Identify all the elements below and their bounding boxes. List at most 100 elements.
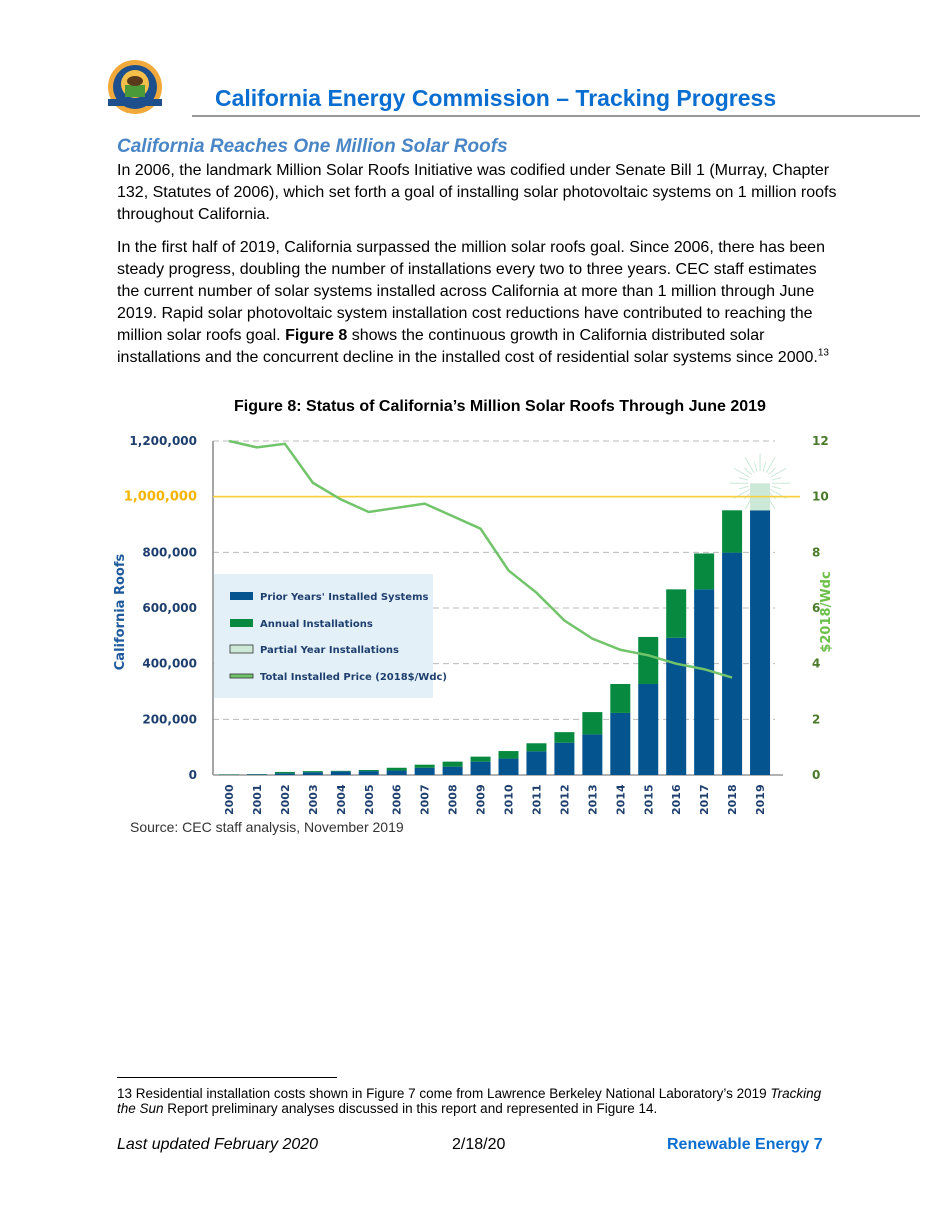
bar-prior-2019 [750, 510, 771, 775]
y-tick-label: 1,000,000 [124, 490, 197, 505]
solar-roofs-chart: 0 200,000 400,000 600,000 800,000 1,000,000 1,… [113, 434, 834, 815]
page-label: Renewable Energy 7 [667, 1136, 823, 1153]
sunburst-ray [744, 457, 755, 474]
bar-annual-2011 [526, 743, 547, 752]
x-tick-label: 2001 [251, 784, 264, 815]
y-tick-label: 200,000 [142, 712, 197, 726]
bar-prior-2014 [610, 712, 631, 775]
x-tick-label: 2013 [586, 784, 599, 815]
bar-annual-2010 [498, 751, 519, 759]
figure-caption: Figure 8: Status of California’s Million… [234, 398, 766, 415]
x-tick-label: 2012 [558, 784, 571, 815]
sunburst-ray [765, 457, 776, 474]
x-tick-label: 2008 [447, 784, 460, 815]
bar-prior-2006 [386, 770, 407, 775]
bar-prior-2008 [442, 766, 463, 775]
x-tick-label: 2018 [726, 784, 739, 815]
bar-prior-2015 [638, 683, 659, 775]
legend-label: Total Installed Price (2018$/Wdc) [260, 672, 447, 683]
y2-tick-label: 4 [812, 657, 820, 671]
y2-tick-label: 0 [812, 768, 820, 782]
y2-tick-label: 6 [812, 601, 820, 615]
y2-tick-label: 10 [812, 490, 829, 504]
figure-reference: Figure 8 [285, 327, 348, 344]
x-tick-label: 2017 [698, 784, 711, 815]
footnote-italic: Tracking the Sun [117, 1086, 822, 1116]
paragraph-1: In 2006, the landmark Million Solar Roof… [117, 162, 837, 223]
bar-annual-2014 [610, 683, 631, 713]
x-tick-label: 2016 [670, 784, 683, 815]
bar-prior-2001 [246, 774, 267, 775]
sunburst-ray [770, 467, 787, 478]
legend-swatch-2 [229, 644, 254, 654]
header-rule [192, 115, 920, 117]
x-tick-label: 2000 [223, 784, 236, 815]
sunburst-ray [738, 485, 749, 490]
x-tick-label: 2010 [503, 784, 516, 815]
bar-annual-2002 [274, 771, 295, 774]
legend-label: Partial Year Installations [260, 645, 399, 656]
bar-annual-2016 [666, 589, 687, 638]
bar-prior-2005 [358, 771, 379, 775]
sunburst-ray [771, 485, 782, 490]
document-title: California Energy Commission – Tracking … [215, 85, 777, 111]
y2-axis-title: $2018/Wdc [819, 571, 834, 652]
y-tick-label: 400,000 [142, 657, 197, 671]
y-tick-label: 600,000 [142, 601, 197, 615]
bar-prior-2016 [666, 637, 687, 775]
y2-tick-label: 12 [812, 434, 829, 448]
x-tick-label: 2007 [419, 784, 432, 815]
sunburst-ray [733, 467, 750, 478]
bar-prior-2011 [526, 751, 547, 775]
bar-annual-2007 [414, 764, 435, 768]
legend-swatch-0 [230, 592, 253, 600]
paragraph-2: In the first half of 2019, California su… [117, 237, 842, 369]
bar-prior-2009 [470, 761, 491, 775]
y2-tick-label: 2 [812, 712, 820, 726]
bar-annual-2009 [470, 756, 491, 762]
footnote-text: Residential installation costs shown in … [132, 1086, 771, 1101]
legend-swatch-1 [230, 619, 253, 627]
section-heading: California Reaches One Million Solar Roo… [117, 136, 508, 157]
bar-prior-2013 [582, 734, 603, 775]
sunburst-ray [753, 461, 758, 472]
bar-annual-2005 [358, 769, 379, 772]
footnote: 13 Residential installation costs shown … [117, 1086, 837, 1116]
x-tick-label: 2014 [614, 784, 627, 815]
x-tick-label: 2019 [754, 784, 767, 815]
sunburst-ray [738, 477, 749, 481]
footer-date: 2/18/20 [452, 1136, 506, 1153]
last-updated: Last updated February 2020 [117, 1136, 319, 1153]
footnote-text-end: Report preliminary analyses discussed in… [163, 1101, 658, 1116]
x-tick-label: 2009 [475, 784, 488, 815]
footnote-ref[interactable]: 13 [817, 347, 829, 359]
bar-annual-2018 [722, 510, 743, 553]
bar-prior-2018 [722, 552, 743, 775]
bar-prior-2017 [694, 589, 715, 775]
bar-prior-2007 [414, 767, 435, 775]
bar-annual-2017 [694, 553, 715, 590]
sunburst-ray [768, 467, 776, 476]
bar-annual-2004 [330, 770, 351, 772]
x-tick-label: 2004 [335, 784, 348, 815]
y-axis-title: California Roofs [113, 553, 128, 670]
figure-source: Source: CEC staff analysis, November 201… [130, 819, 404, 835]
x-tick-label: 2011 [530, 784, 543, 815]
bar-annual-2008 [442, 761, 463, 767]
bar-annual-2015 [638, 636, 659, 684]
y2-tick-label: 8 [812, 545, 820, 559]
paragraph-2-text: In the first half of 2019, California su… [117, 239, 825, 344]
bar-annual-2012 [554, 732, 575, 743]
paragraph-2-text-end: shows the continuous growth in Californi… [117, 327, 818, 366]
x-tick-label: 2002 [279, 784, 292, 815]
y-tick-label: 800,000 [142, 545, 197, 559]
bar-prior-2004 [330, 771, 351, 775]
x-tick-label: 2003 [307, 784, 320, 815]
cec-logo [100, 57, 170, 117]
bar-prior-2002 [274, 773, 295, 775]
x-tick-label: 2015 [642, 784, 655, 815]
y-tick-label: 0 [189, 768, 197, 782]
footnote-number: 13 [117, 1086, 133, 1101]
x-tick-label: 2006 [391, 784, 404, 815]
x-tick-label: 2005 [363, 784, 376, 815]
